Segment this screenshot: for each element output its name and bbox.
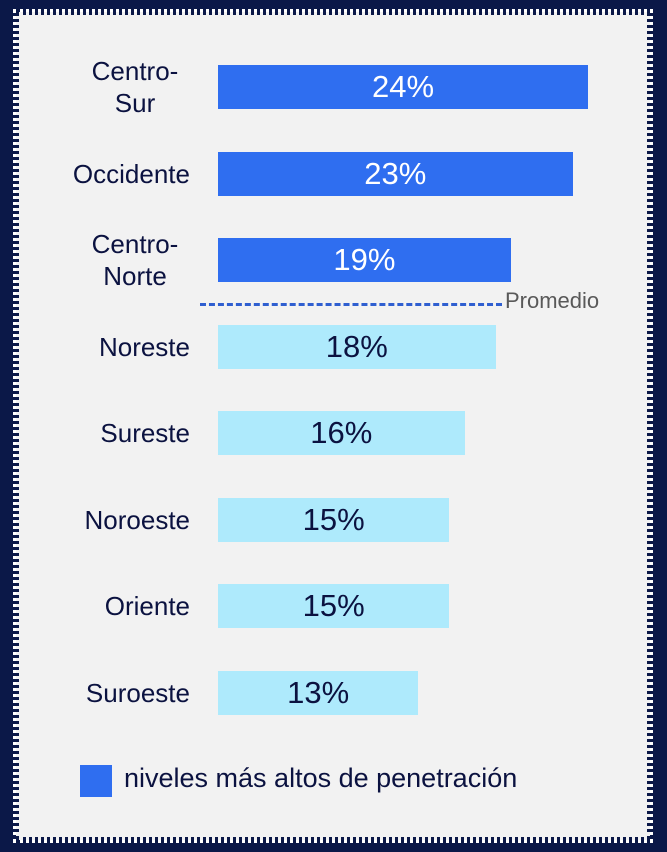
value-label: 16% (310, 415, 373, 450)
bar (218, 65, 588, 109)
average-label: Promedio (505, 288, 600, 313)
value-label: 19% (333, 242, 396, 277)
value-label: 18% (325, 328, 388, 364)
bar (218, 151, 573, 196)
category-label: Noreste (98, 331, 190, 362)
bar (218, 238, 511, 282)
legend-label: niveles más altos de penetración (124, 763, 518, 793)
category-label: Centro- Norte (91, 229, 179, 291)
bar (218, 497, 450, 542)
bar (218, 670, 419, 715)
category-label: Suroeste (85, 677, 190, 708)
value-label: 24% (371, 69, 435, 104)
bar (218, 584, 450, 628)
category-label: Occidente (72, 158, 190, 189)
value-label: 13% (287, 674, 350, 710)
legend-swatch (80, 765, 112, 797)
bar (218, 324, 496, 369)
average-line (200, 303, 502, 306)
category-label: Centro- Sur (91, 56, 179, 118)
category-label: Sureste (100, 418, 190, 448)
value-label: 23% (364, 155, 427, 191)
category-label: Noroeste (84, 504, 191, 535)
category-label: Oriente (104, 591, 190, 621)
value-label: 15% (302, 501, 365, 537)
bar (218, 411, 465, 455)
value-label: 15% (302, 588, 365, 623)
